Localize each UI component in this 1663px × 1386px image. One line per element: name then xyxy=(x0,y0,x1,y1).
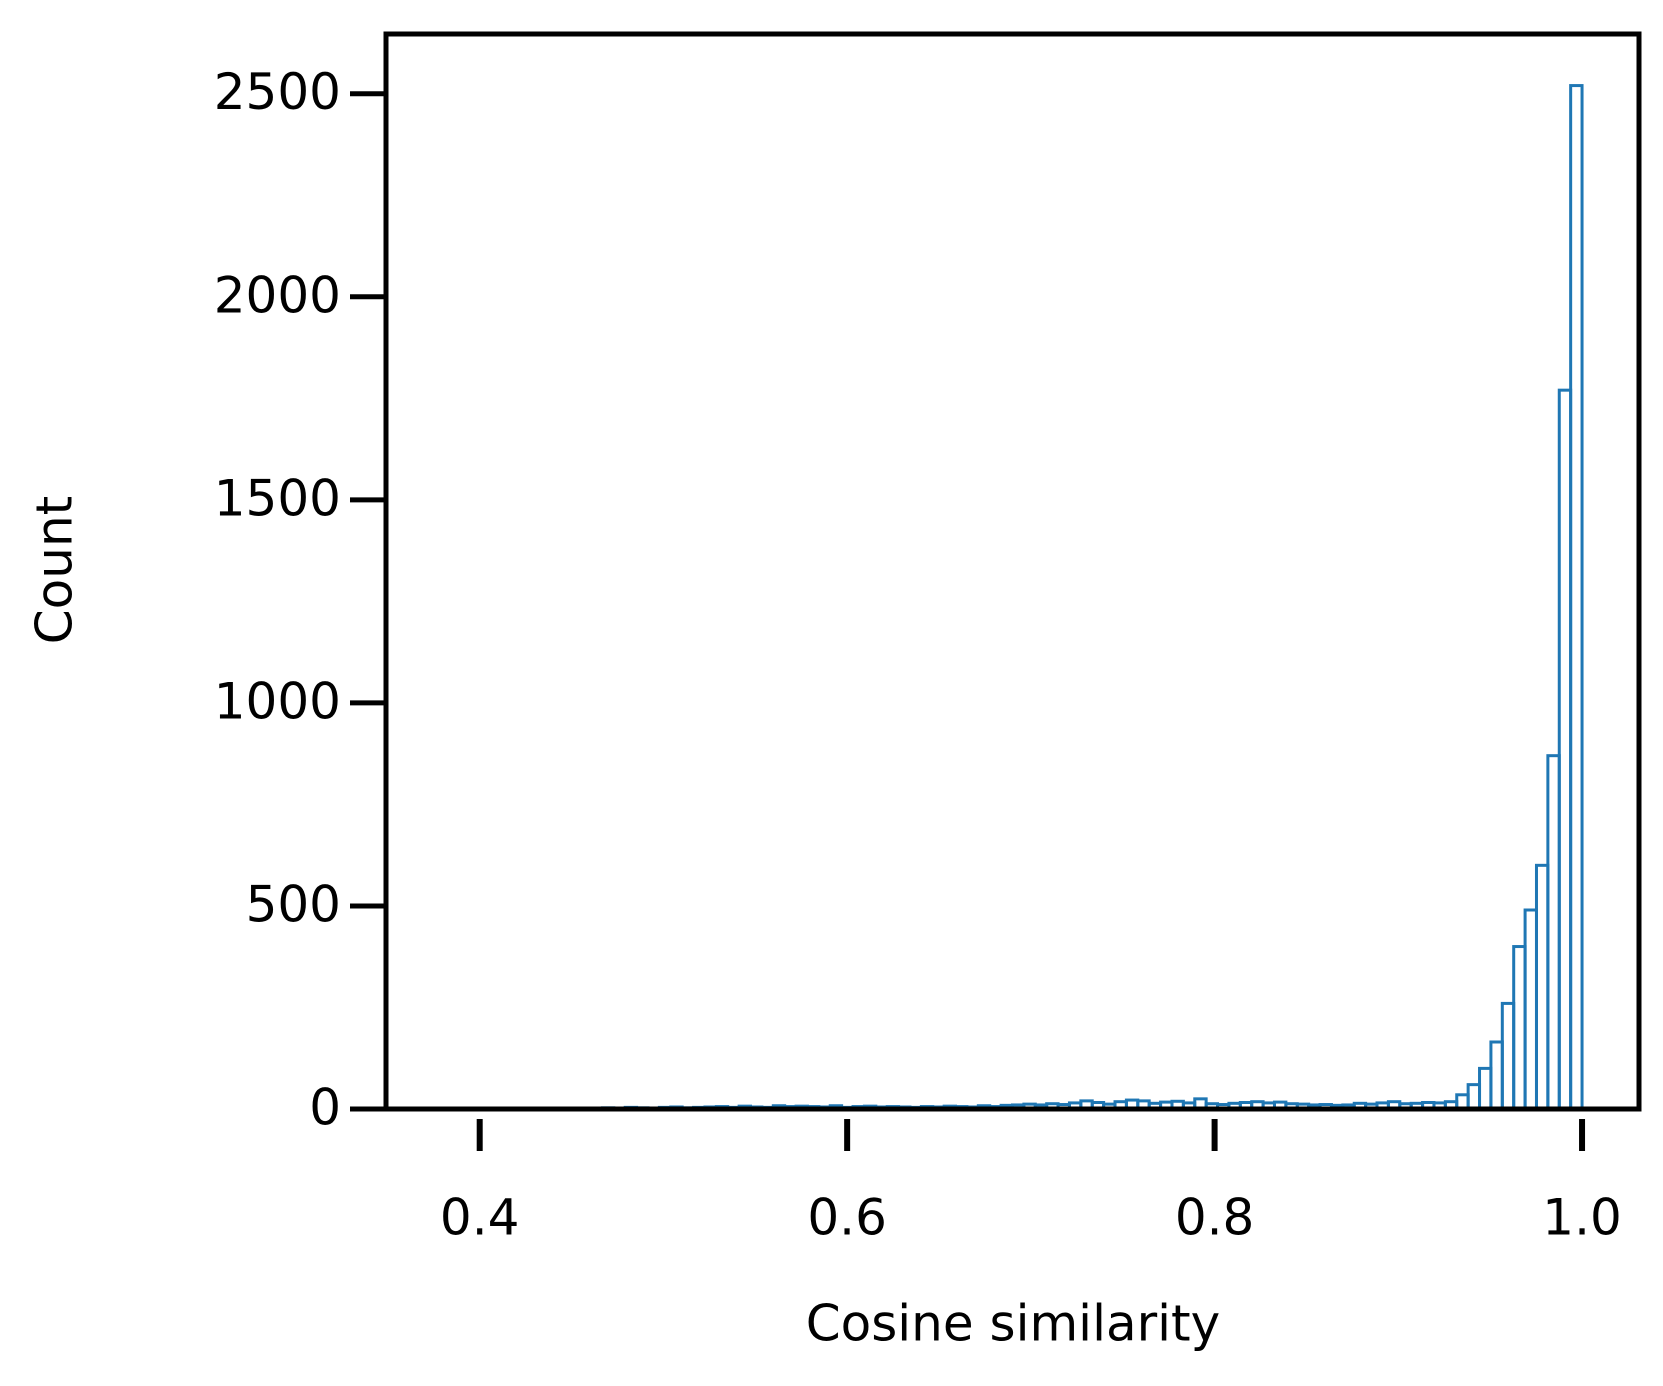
y-tick-label: 2000 xyxy=(214,266,341,324)
histogram-bar xyxy=(1546,754,1561,1111)
histogram-bar xyxy=(1534,863,1550,1111)
histogram-bar xyxy=(1500,1001,1516,1111)
histogram-bar xyxy=(1489,1040,1504,1111)
x-tick-label: 0.8 xyxy=(1175,1189,1255,1247)
histogram-bar xyxy=(1557,388,1573,1111)
y-axis-label: Count xyxy=(26,496,84,645)
y-tick-label: 1000 xyxy=(214,672,341,730)
y-tick-label: 0 xyxy=(309,1079,341,1137)
plot-frame xyxy=(383,31,1642,1112)
histogram-bar xyxy=(1466,1083,1482,1111)
y-tick-label: 1500 xyxy=(214,469,341,527)
histogram-bar xyxy=(1523,908,1538,1111)
x-axis-label: Cosine similarity xyxy=(806,1295,1221,1353)
x-tick-label: 0.6 xyxy=(807,1189,887,1247)
histogram-bar xyxy=(1478,1066,1493,1111)
x-tick-label: 1.0 xyxy=(1542,1189,1622,1247)
y-tick-label: 500 xyxy=(246,875,341,933)
y-tick-label: 2500 xyxy=(214,63,341,121)
x-tick-label: 0.4 xyxy=(440,1189,520,1247)
histogram-bar xyxy=(1569,84,1584,1111)
histogram-bar xyxy=(1512,945,1527,1111)
